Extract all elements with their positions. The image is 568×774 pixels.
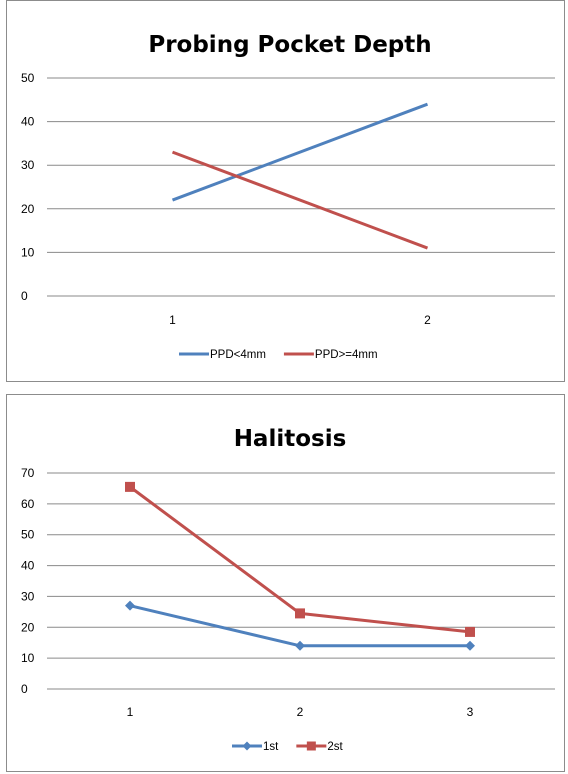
data-point-marker [125,600,135,611]
legend-entry: PPD<4mm [179,349,266,361]
x-tick-label: 3 [467,705,474,719]
x-tick-label: 1 [127,705,134,719]
y-tick-label: 40 [21,559,35,573]
y-tick-label: 30 [21,158,35,172]
legend-label: 2st [327,741,343,753]
y-tick-label: 50 [21,528,35,542]
legend-marker [306,741,316,751]
halitosis-chart: Halitosis 0 10 20 30 40 50 60 70 1 2 3 1st 2st [21,426,555,753]
legend-entry: 2st [296,741,343,753]
y-tick-label: 60 [21,497,35,511]
legend-label: PPD>=4mm [315,349,378,361]
data-point-marker [465,640,475,651]
y-tick-label: 10 [21,245,35,259]
x-tick-label: 2 [297,705,304,719]
legend-marker [242,741,252,751]
y-tick-label: 0 [21,682,28,696]
y-tick-label: 10 [21,651,35,665]
legend-label: 1st [263,741,279,753]
y-tick-label: 20 [21,202,35,216]
legend-label: PPD<4mm [210,349,266,361]
legend-entry: PPD>=4mm [283,349,378,361]
x-tick-label: 2 [424,313,431,327]
data-point-marker [465,626,475,637]
y-tick-label: 0 [21,289,28,303]
data-point-marker [295,608,305,619]
x-tick-label: 1 [169,313,176,327]
data-point-marker [295,640,305,651]
chart-title: Probing Pocket Depth [148,32,431,58]
series-line-2 [171,150,429,250]
y-tick-label: 30 [21,589,35,603]
legend-entry: 1st [232,741,279,753]
probing-pocket-depth-chart: Probing Pocket Depth 0 10 20 30 40 50 1 2 PPD<4… [21,32,555,361]
probing-pocket-depth-chart-panel: Probing Pocket Depth 0 10 20 30 40 50 1 2 PPD<4… [6,0,565,382]
halitosis-chart-panel: Halitosis 0 10 20 30 40 50 60 70 1 2 3 1st 2st [6,394,565,772]
y-tick-label: 20 [21,620,35,634]
data-point-marker [125,481,135,492]
y-tick-label: 40 [21,115,35,129]
y-tick-label: 50 [21,71,35,85]
y-tick-label: 70 [21,466,35,480]
series-line-1 [171,102,429,202]
chart-title: Halitosis [234,426,347,452]
